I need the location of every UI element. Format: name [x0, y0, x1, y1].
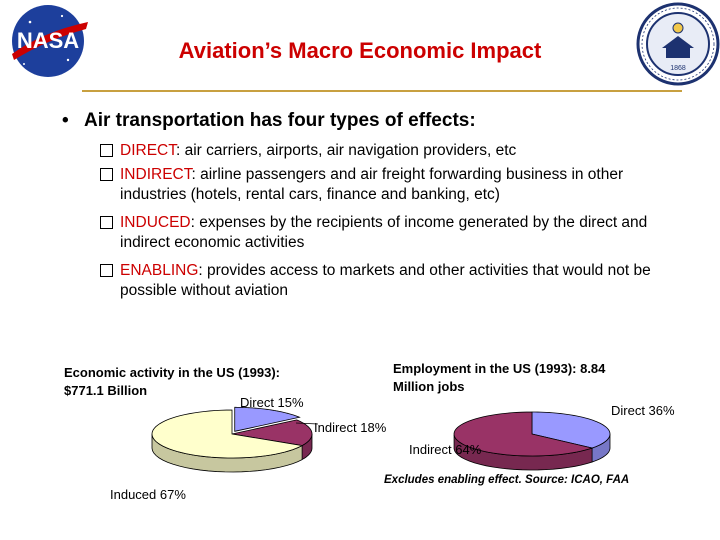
- sub-bullet-text: : air carriers, airports, air navigation…: [175, 142, 517, 159]
- keyword: ENABLING: [120, 262, 199, 279]
- sub-bullet-enabling: ENABLING: provides access to markets and…: [100, 261, 660, 301]
- chart2-label-indirect: Indirect 64%: [409, 442, 482, 457]
- nasa-logo: NASA: [12, 5, 88, 77]
- chart1-title: Economic activity in the US (1993): $771…: [64, 364, 280, 400]
- pie-slice-indirect: [453, 411, 594, 457]
- checkbox-bullet-icon: [100, 168, 113, 181]
- chart1-label-induced: Induced 67%: [110, 487, 186, 502]
- sub-bullet-text: : airline passengers and air freight for…: [120, 166, 624, 203]
- chart2-title-line2: Million jobs: [393, 379, 465, 394]
- checkbox-bullet-icon: [100, 264, 113, 277]
- chart1-label-indirect: Indirect 18%: [314, 420, 387, 435]
- chart2-title-line1: Employment in the US (1993): 8.84: [393, 361, 606, 376]
- sub-bullet-text: : expenses by the recipients of income g…: [120, 214, 648, 251]
- chart1-label-direct: Direct 15%: [240, 395, 304, 410]
- chart1-title-line2: $771.1 Billion: [64, 383, 148, 398]
- svg-text:NASA: NASA: [17, 28, 79, 53]
- chart2-label-direct: Direct 36%: [611, 403, 675, 418]
- main-bullet-text: Air transportation has four types of eff…: [84, 110, 476, 131]
- keyword: INDUCED: [120, 214, 191, 231]
- page-title: Aviation’s Macro Economic Impact: [178, 38, 542, 63]
- checkbox-bullet-icon: [100, 144, 113, 157]
- pie-slice-direct: [234, 406, 301, 432]
- sub-bullet-induced: INDUCED: expenses by the recipients of i…: [100, 213, 660, 253]
- leader-line: [295, 422, 319, 425]
- pie-slice-induced: [151, 409, 304, 459]
- bullet-dot-icon: •: [62, 110, 69, 131]
- chart2-title: Employment in the US (1993): 8.84 Millio…: [393, 360, 605, 396]
- svg-text:1868: 1868: [670, 65, 686, 72]
- main-bullet: • Air transportation has four types of ef…: [62, 110, 476, 132]
- sub-bullet-direct: DIRECT: air carriers, airports, air navi…: [100, 141, 660, 161]
- keyword: INDIRECT: [120, 166, 192, 183]
- title-divider: [82, 90, 682, 92]
- university-seal-logo: 1868: [636, 2, 720, 86]
- keyword: DIRECT: [120, 142, 176, 159]
- checkbox-bullet-icon: [100, 216, 113, 229]
- source-note: Excludes enabling effect. Source: ICAO, …: [384, 474, 630, 486]
- sub-bullet-indirect: INDIRECT: airline passengers and air fre…: [100, 165, 660, 205]
- chart1-title-line1: Economic activity in the US (1993):: [64, 365, 281, 380]
- sub-bullet-text: : provides access to markets and other a…: [120, 262, 651, 299]
- pie-slice-direct: [531, 411, 611, 449]
